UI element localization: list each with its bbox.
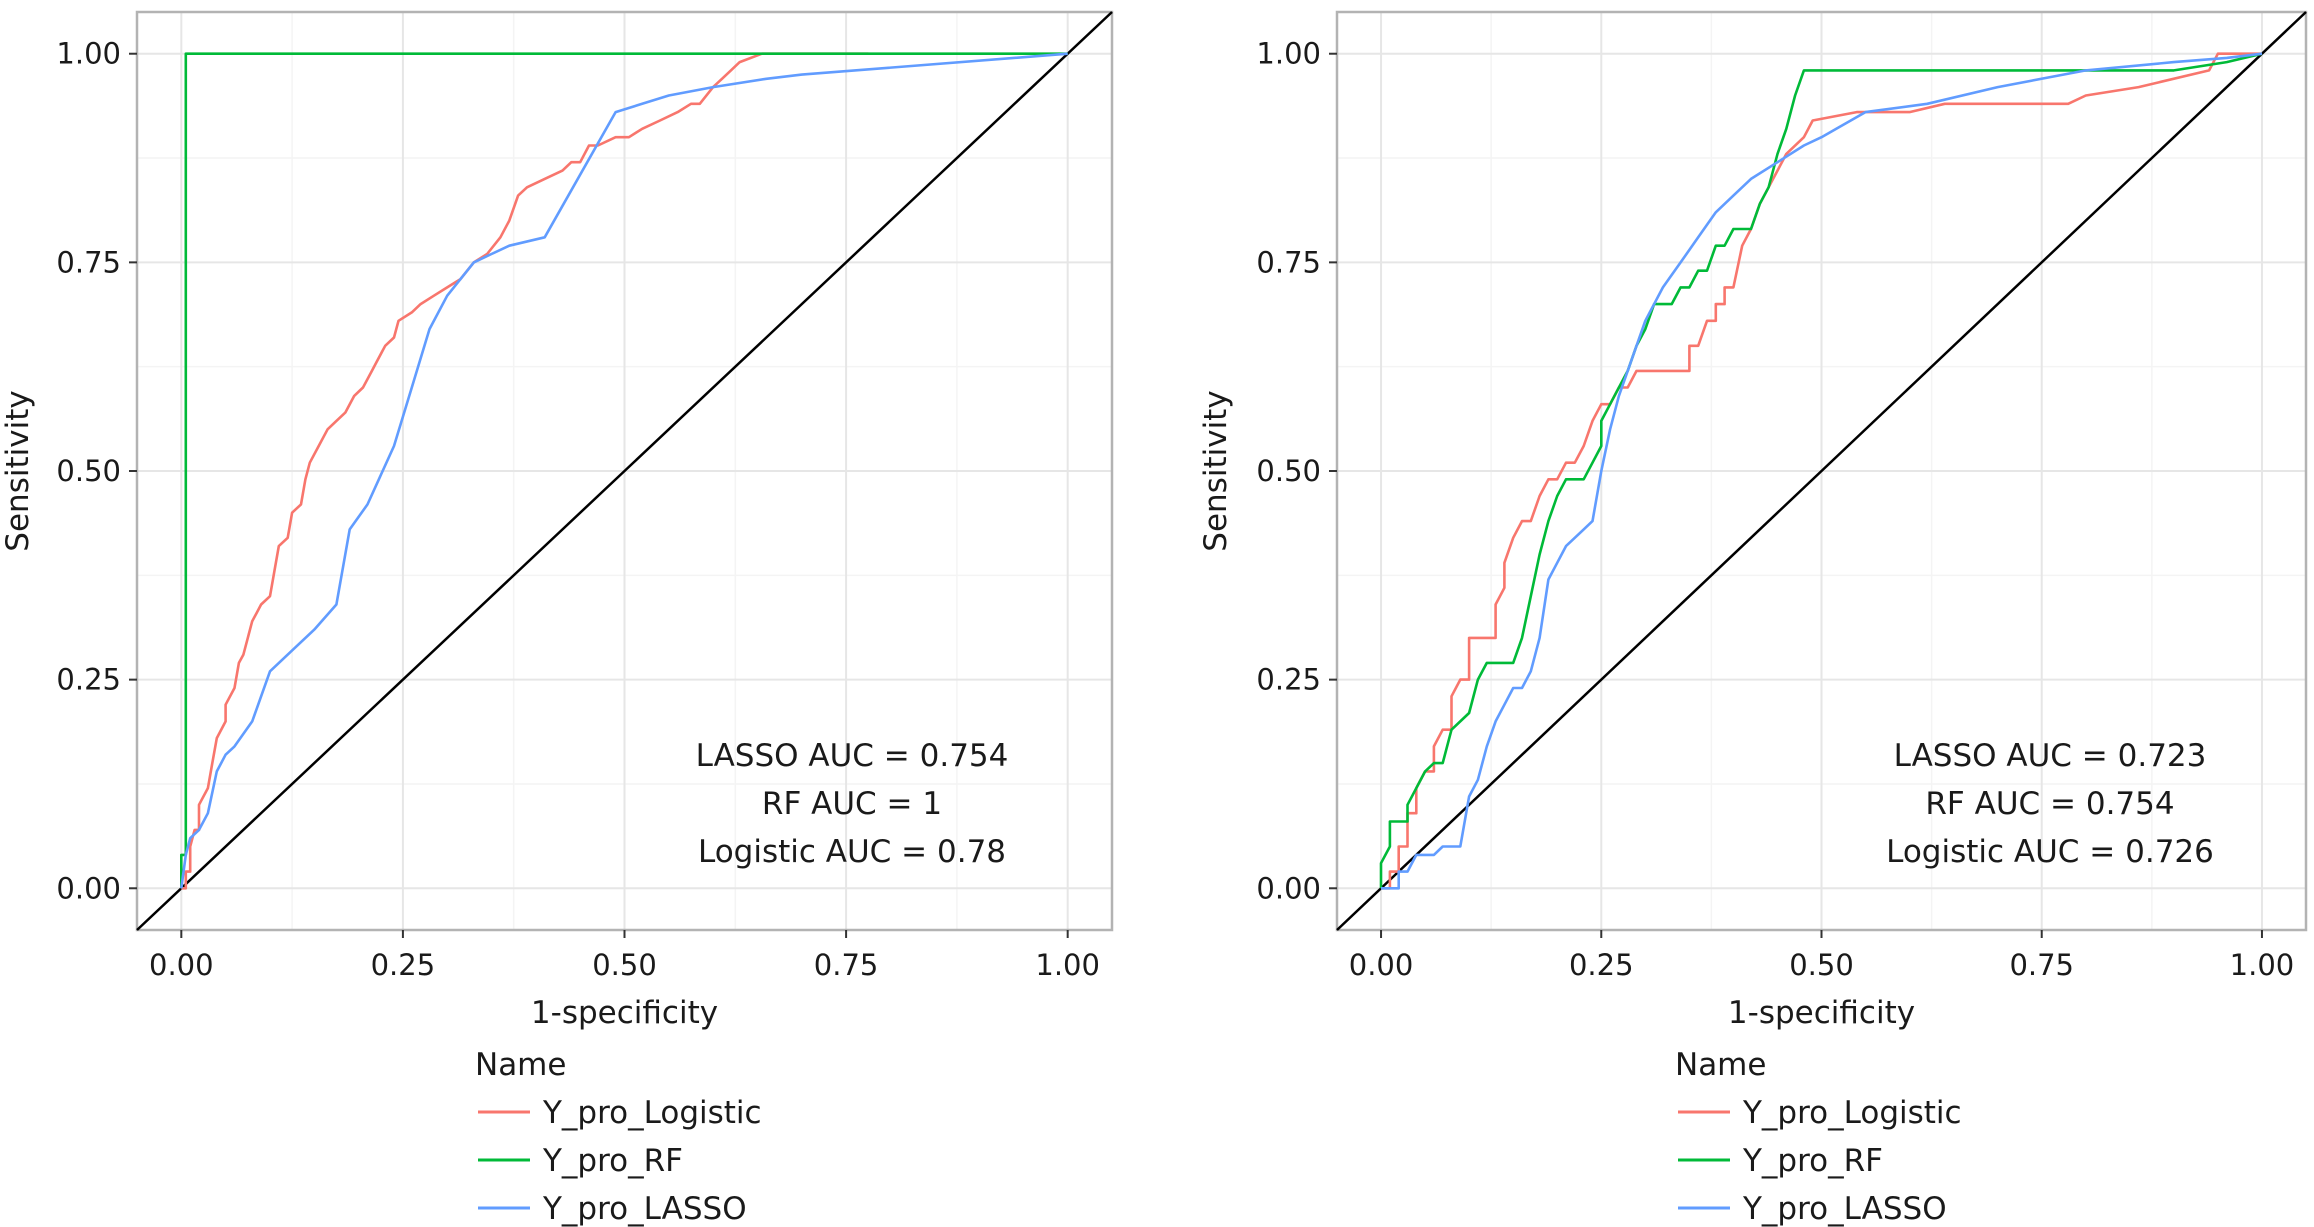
x-tick-label: 1.00 — [2230, 948, 2295, 982]
legend-label: Y_pro_LASSO — [1742, 1191, 1947, 1227]
x-tick-label: 0.50 — [1789, 948, 1854, 982]
axis-ticks: 0.00 0.25 0.50 0.75 1.00 0.00 0.25 0.50 0.75 1.00 — [56, 37, 1100, 982]
x-tick-label: 0.75 — [814, 948, 879, 982]
y-tick-label: 0.25 — [56, 663, 121, 697]
legend: Name Y_pro_Logistic Y_pro_RF Y_pro_LASSO — [475, 1047, 762, 1227]
legend: Name Y_pro_Logistic Y_pro_RF Y_pro_LASSO — [1675, 1047, 1962, 1227]
auc-annotations: LASSO AUC = 0.723 RF AUC = 0.754 Logistic … — [1886, 738, 2214, 870]
axis-ticks: 0.00 0.25 0.50 0.75 1.00 0.00 0.25 0.50 0.75 1.00 — [1256, 37, 2294, 982]
legend-label: Y_pro_RF — [1742, 1143, 1883, 1179]
y-tick-label: 0.75 — [1256, 245, 1321, 279]
x-axis-title: 1-specificity — [1728, 995, 1915, 1031]
roc-line-y-pro-logistic — [1381, 52, 2262, 890]
y-axis-title: Sensitivity — [0, 390, 36, 551]
auc-annotation: LASSO AUC = 0.754 — [696, 738, 1009, 774]
y-tick-label: 0.00 — [56, 871, 121, 905]
y-tick-label: 0.00 — [1256, 871, 1321, 905]
x-tick-label: 1.00 — [1035, 948, 1100, 982]
diagonal-reference-line — [1336, 11, 2307, 931]
x-tick-label: 0.00 — [149, 948, 214, 982]
auc-annotation: LASSO AUC = 0.723 — [1894, 738, 2207, 774]
diagonal-reference-line — [136, 11, 1113, 931]
roc-line-y-pro-lasso — [1381, 52, 2263, 890]
legend-label: Y_pro_LASSO — [542, 1191, 747, 1227]
y-tick-label: 0.25 — [1256, 663, 1321, 697]
legend-label: Y_pro_Logistic — [542, 1095, 762, 1131]
legend-title: Name — [1675, 1047, 1766, 1083]
roc-line-y-pro-logistic — [181, 52, 869, 890]
auc-annotation: RF AUC = 0.754 — [1925, 786, 2174, 822]
y-tick-label: 0.75 — [56, 245, 121, 279]
y-tick-label: 0.50 — [1256, 454, 1321, 488]
x-tick-label: 0.75 — [2009, 948, 2074, 982]
roc-panel-1: 0.00 0.25 0.50 0.75 1.00 0.00 0.25 0.50 0.75 1.00… — [0, 10, 1114, 1227]
auc-annotations: LASSO AUC = 0.754 RF AUC = 1 Logistic AUC … — [696, 738, 1009, 870]
y-tick-label: 1.00 — [56, 37, 121, 71]
y-axis-title: Sensitivity — [1198, 390, 1234, 551]
legend-label: Y_pro_Logistic — [1742, 1095, 1962, 1131]
legend-title: Name — [475, 1047, 566, 1083]
roc-panel-2: 0.00 0.25 0.50 0.75 1.00 0.00 0.25 0.50 0.75 1.00… — [1198, 10, 2308, 1227]
x-tick-label: 0.50 — [592, 948, 657, 982]
roc-line-y-pro-rf — [180, 52, 1068, 889]
y-tick-label: 0.50 — [56, 454, 121, 488]
auc-annotation: Logistic AUC = 0.726 — [1886, 834, 2214, 870]
roc-line-y-pro-lasso — [180, 52, 1068, 889]
y-tick-label: 1.00 — [1256, 37, 1321, 71]
x-axis-title: 1-specificity — [531, 995, 718, 1031]
auc-annotation: RF AUC = 1 — [762, 786, 942, 822]
x-tick-label: 0.25 — [1569, 948, 1634, 982]
legend-label: Y_pro_RF — [542, 1143, 683, 1179]
x-tick-label: 0.25 — [371, 948, 436, 982]
x-tick-label: 0.00 — [1349, 948, 1414, 982]
auc-annotation: Logistic AUC = 0.78 — [698, 834, 1006, 870]
roc-line-y-pro-rf — [1379, 52, 2263, 889]
